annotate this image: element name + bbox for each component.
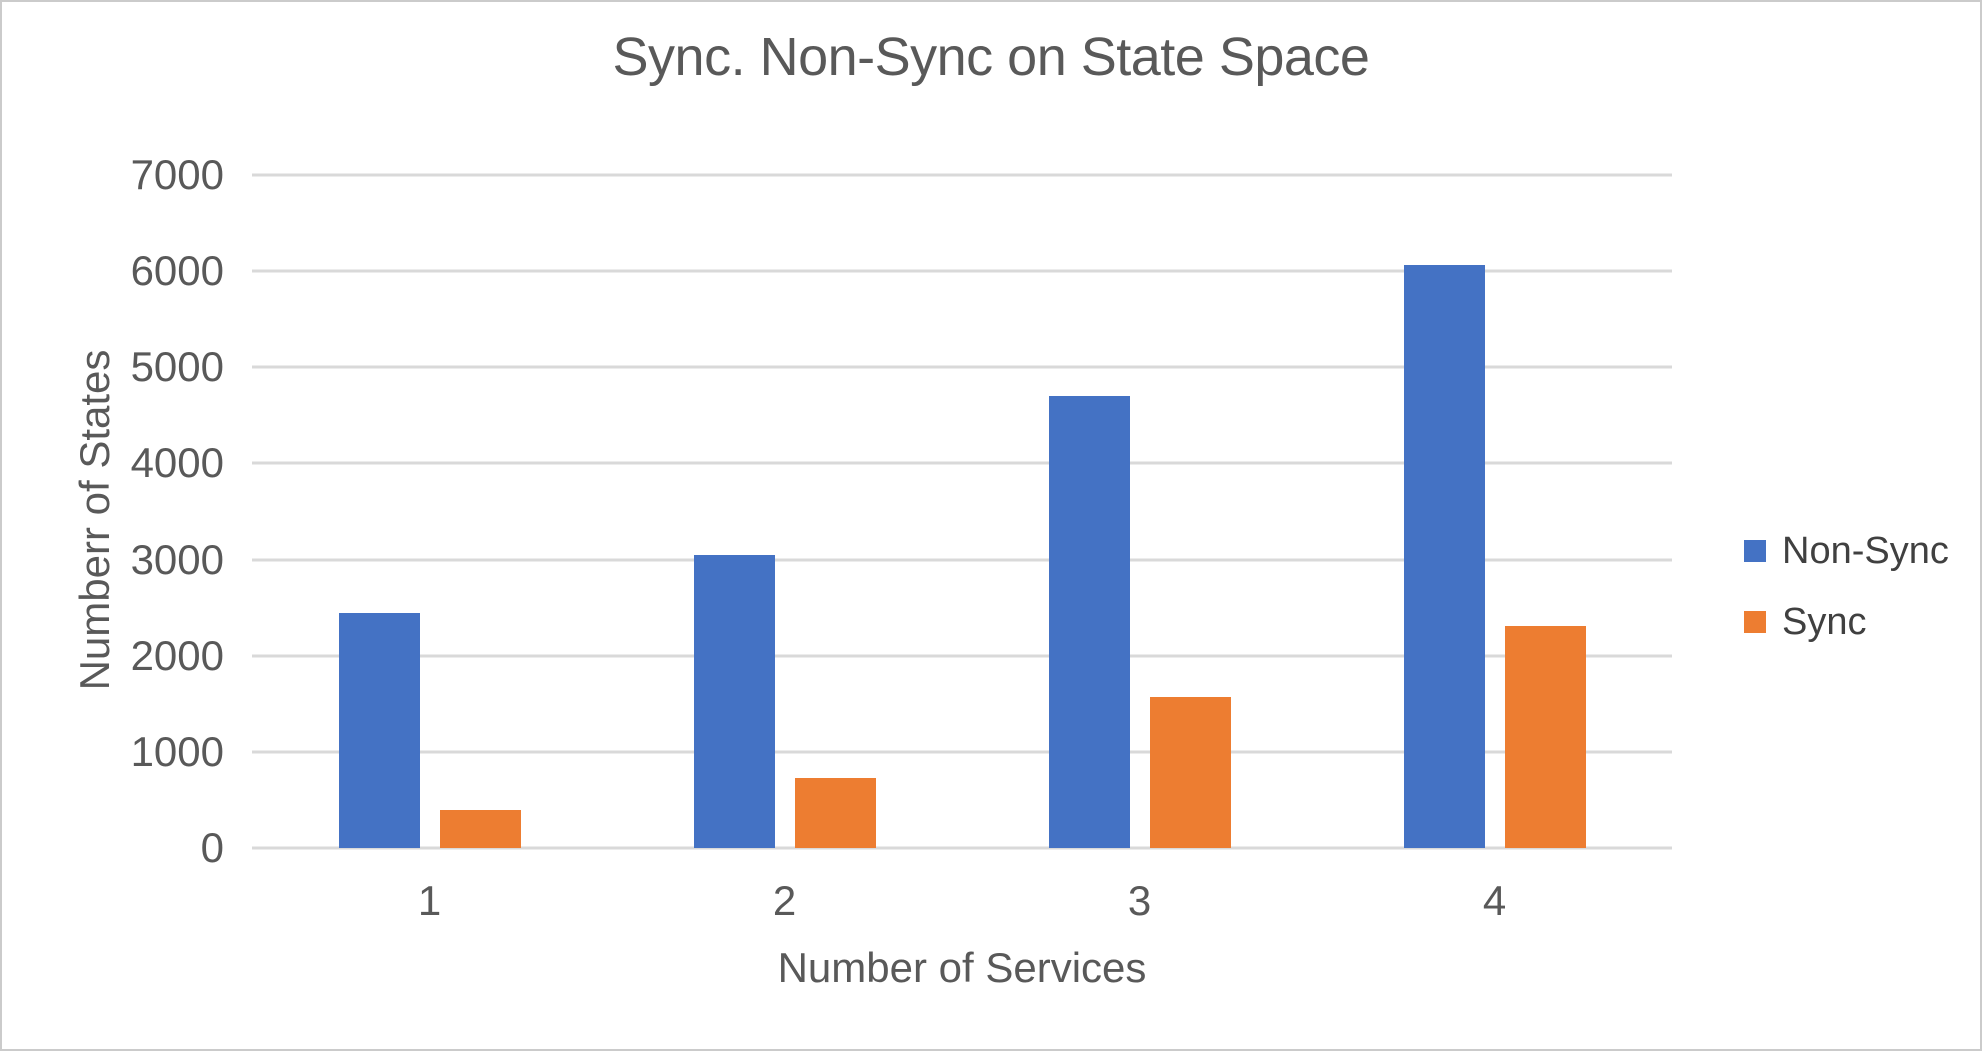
x-axis-tick-labels: 1 2 3 4 [252, 877, 1672, 925]
y-axis-tick-label: 3000 [130, 535, 224, 583]
gridline-4000 [252, 461, 1672, 465]
bars-layer [252, 175, 1672, 848]
gridline-2000 [252, 654, 1672, 658]
category-group-2 [607, 175, 962, 848]
gridline-3000 [252, 558, 1672, 562]
legend-marker-icon [1744, 611, 1766, 633]
bar-non-sync-3 [1048, 396, 1130, 848]
bar-sync-4 [1504, 625, 1586, 848]
legend: Non-Sync Sync [1744, 529, 1949, 644]
bar-non-sync-4 [1403, 265, 1485, 848]
gridline-6000 [252, 269, 1672, 273]
y-axis-tick-label: 5000 [130, 343, 224, 391]
y-axis-tick-label: 6000 [130, 247, 224, 295]
legend-label: Non-Sync [1782, 529, 1949, 572]
chart-title: Sync. Non-Sync on State Space [612, 27, 1370, 87]
x-axis-tick-label: 2 [772, 877, 797, 924]
y-axis-tick-label: 7000 [130, 151, 224, 198]
gridlines [252, 173, 1672, 850]
bar-non-sync-2 [693, 554, 775, 848]
plot-area [252, 173, 1672, 850]
x-axis-tick-label: 3 [1127, 877, 1152, 924]
legend-item-non-sync: Non-Sync [1744, 529, 1949, 573]
category-group-1 [252, 175, 607, 848]
gridline-1000 [252, 750, 1672, 754]
y-axis-tick-labels: 0 1000 2000 3000 4000 5000 6000 7000 [2, 154, 224, 869]
bar-sync-1 [439, 809, 521, 848]
gridline-0 [252, 846, 1672, 850]
x-axis-tick-label: 4 [1482, 877, 1507, 924]
legend-label: Sync [1782, 600, 1867, 643]
gridline-7000 [252, 173, 1672, 177]
y-axis-tick-label: 2000 [130, 631, 224, 679]
legend-marker-icon [1744, 540, 1766, 562]
x-axis-tick-label: 1 [417, 877, 442, 924]
y-axis-tick-label: 1000 [130, 727, 224, 775]
bar-non-sync-1 [338, 613, 420, 848]
category-group-4 [1317, 175, 1672, 848]
gridline-5000 [252, 365, 1672, 369]
y-axis-tick-label: 0 [200, 824, 224, 871]
bar-sync-3 [1149, 697, 1231, 848]
bar-sync-2 [794, 777, 876, 848]
x-axis-title: Number of Services [777, 944, 1147, 991]
y-axis-tick-label: 4000 [130, 439, 224, 487]
legend-item-sync: Sync [1744, 600, 1949, 644]
category-group-3 [962, 175, 1317, 848]
